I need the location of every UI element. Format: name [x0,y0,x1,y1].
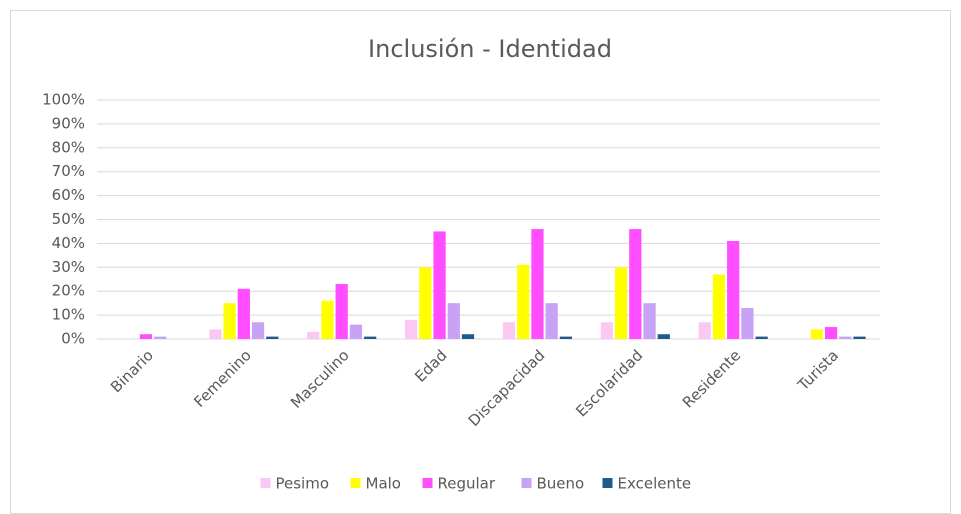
chart-title: Inclusión - Identidad [368,35,612,63]
legend-label: Malo [366,475,401,493]
bar [154,336,167,339]
legend-swatch [422,478,433,488]
y-tick-label: 40% [52,234,85,252]
bar [419,267,432,339]
bar [404,319,418,339]
legend-label: Pesimo [276,475,330,493]
bar [839,336,852,339]
bar [364,336,377,339]
y-tick-label: 70% [52,162,85,180]
bar [531,229,544,339]
y-tick-label: 90% [52,114,85,132]
bar [614,267,628,339]
y-tick-label: 50% [52,210,85,228]
bar [139,334,153,339]
legend-label: Excelente [618,475,692,493]
bar [727,241,740,339]
bar [712,274,726,339]
legend-label: Bueno [537,475,585,493]
y-tick-label: 100% [42,91,85,109]
bar [755,336,768,339]
bar [266,336,279,339]
bar [447,303,460,339]
bar [629,229,642,339]
bar [461,334,475,339]
bar [517,264,530,339]
y-tick-label: 20% [52,282,85,300]
legend-swatch [602,478,613,488]
legend-label: Regular [438,475,496,493]
y-tick-label: 0% [61,330,85,348]
bar [643,303,656,339]
bar [824,327,838,339]
legend-swatch [521,478,532,488]
y-tick-label: 30% [52,258,85,276]
chart-frame [10,10,951,514]
bar [335,284,348,339]
bar [600,322,613,339]
bar [307,331,320,339]
bar [545,303,558,339]
bar [810,329,823,339]
legend-swatch [260,478,271,488]
bar [741,307,754,339]
bar [321,300,334,339]
y-tick-label: 10% [52,306,85,324]
bar [433,231,446,339]
bar [209,329,222,339]
bar [349,324,363,339]
bar [237,288,250,339]
bar [559,336,573,339]
bar [251,322,265,339]
bar [657,334,670,339]
bar [853,336,866,339]
bar [698,322,711,339]
y-tick-label: 60% [52,186,85,204]
y-tick-label: 80% [52,138,85,156]
bar [502,322,516,339]
legend-swatch [350,478,361,488]
bar [223,303,236,339]
